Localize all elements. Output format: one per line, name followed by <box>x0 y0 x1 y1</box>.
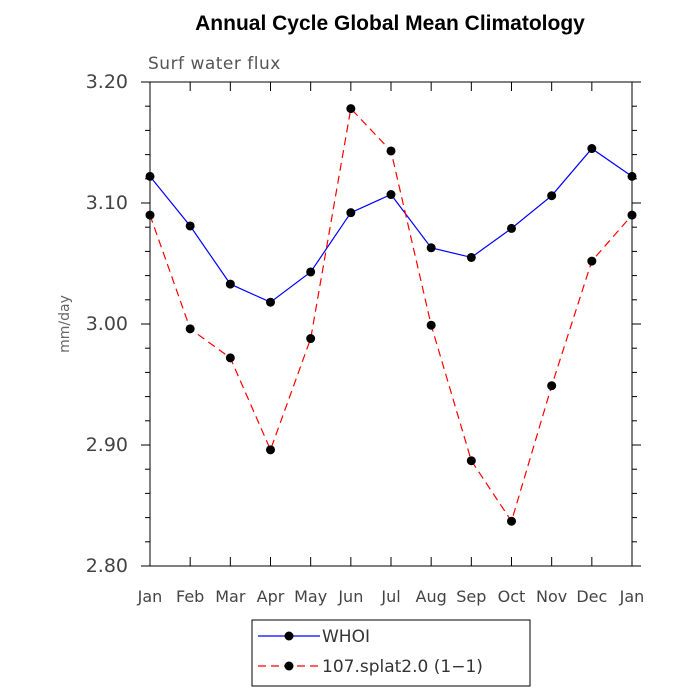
data-point <box>306 334 316 344</box>
legend: WHOI 107.splat2.0 (1−1) <box>251 619 531 687</box>
data-point <box>466 252 476 262</box>
data-point <box>507 516 516 526</box>
x-tick-label: Jul <box>380 587 400 606</box>
data-point <box>185 324 195 334</box>
y-tick-label: 2.80 <box>86 555 128 577</box>
y-tick-label: 3.20 <box>86 71 128 93</box>
x-tick-label: Jan <box>137 587 163 606</box>
data-point <box>587 256 597 266</box>
x-tick-label: Mar <box>215 587 246 606</box>
data-point <box>466 456 476 466</box>
series-line-whoi <box>149 147 633 303</box>
x-tick-label: Apr <box>257 587 285 606</box>
x-tick-label: Sep <box>456 587 486 606</box>
y-tick-label: 2.90 <box>86 434 128 456</box>
legend-label-whoi: WHOI <box>322 627 370 647</box>
data-point <box>426 243 436 253</box>
data-point <box>627 171 637 181</box>
x-tick-label: Oct <box>498 587 526 606</box>
series-line-splat <box>149 107 633 523</box>
y-axis-label: mm/day <box>57 295 73 353</box>
x-tick-label: Feb <box>176 587 204 606</box>
data-point <box>507 223 516 233</box>
data-point <box>547 381 557 391</box>
x-tick-label: Aug <box>416 587 447 606</box>
y-tick-label: 3.00 <box>86 313 128 335</box>
legend-marker-splat <box>284 661 294 671</box>
x-tick-label: Dec <box>576 587 607 606</box>
data-point <box>386 190 396 200</box>
legend-box <box>251 619 531 687</box>
x-tick-label: May <box>294 587 327 606</box>
data-point <box>346 104 356 114</box>
data-point <box>587 144 597 154</box>
data-point <box>225 353 235 363</box>
data-point <box>346 208 356 218</box>
axis-ticks <box>141 81 641 567</box>
data-point <box>547 191 557 201</box>
legend-label-splat: 107.splat2.0 (1−1) <box>322 657 483 677</box>
data-point <box>145 210 155 220</box>
data-point <box>386 146 396 156</box>
legend-marker-whoi <box>284 631 294 641</box>
data-point <box>185 221 195 231</box>
chart-title: Annual Cycle Global Mean Climatology <box>195 12 585 35</box>
data-point <box>426 320 436 330</box>
tick-labels: Jan Feb Mar Apr May Jun Jul Aug Sep Oct Nov Dec Jan 2… <box>86 71 645 606</box>
x-tick-label: Jan <box>619 587 645 606</box>
data-point <box>145 171 155 181</box>
chart-subtitle: Surf water flux <box>148 54 281 74</box>
data-point <box>266 297 275 307</box>
series-layer <box>145 104 637 526</box>
x-tick-label: Nov <box>536 587 567 606</box>
data-point <box>225 279 235 289</box>
y-tick-label: 3.10 <box>86 192 128 214</box>
data-point <box>627 210 637 220</box>
x-tick-label: Jun <box>337 587 363 606</box>
data-point <box>266 445 275 455</box>
data-point <box>306 267 316 277</box>
